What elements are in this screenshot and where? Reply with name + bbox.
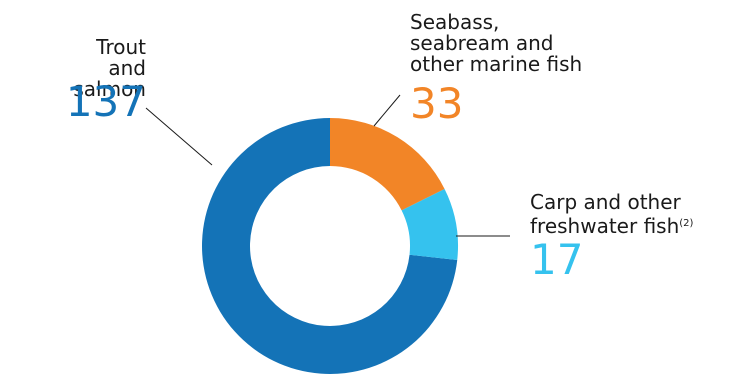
label-carp-line2-text: freshwater fish bbox=[530, 214, 680, 238]
leader-line-seabass bbox=[373, 94, 401, 127]
label-trout-line2: and salmon bbox=[73, 56, 146, 101]
label-seabass-line2: seabream and bbox=[410, 31, 554, 55]
value-trout: 137 bbox=[65, 77, 146, 126]
slice-trout bbox=[201, 118, 458, 374]
label-trout: Trout and salmon bbox=[40, 37, 146, 100]
slice-carp bbox=[401, 188, 458, 260]
leader-lines bbox=[145, 94, 510, 237]
footnote-marker: (2) bbox=[679, 218, 694, 229]
label-seabass: Seabass, seabream and other marine fish bbox=[410, 12, 582, 75]
leader-line-trout bbox=[145, 107, 213, 166]
label-seabass-line3: other marine fish bbox=[410, 52, 583, 76]
value-seabass: 33 bbox=[410, 79, 464, 128]
value-carp: 17 bbox=[530, 235, 584, 284]
label-carp-line2: freshwater fish(2) bbox=[530, 213, 693, 237]
label-carp-line1: Carp and other bbox=[530, 190, 681, 214]
label-seabass-line1: Seabass, bbox=[410, 10, 500, 34]
label-carp: Carp and other freshwater fish(2) bbox=[530, 192, 693, 237]
label-trout-line1: Trout bbox=[96, 35, 146, 59]
donut-slices bbox=[201, 118, 458, 374]
slice-seabass bbox=[330, 118, 445, 211]
